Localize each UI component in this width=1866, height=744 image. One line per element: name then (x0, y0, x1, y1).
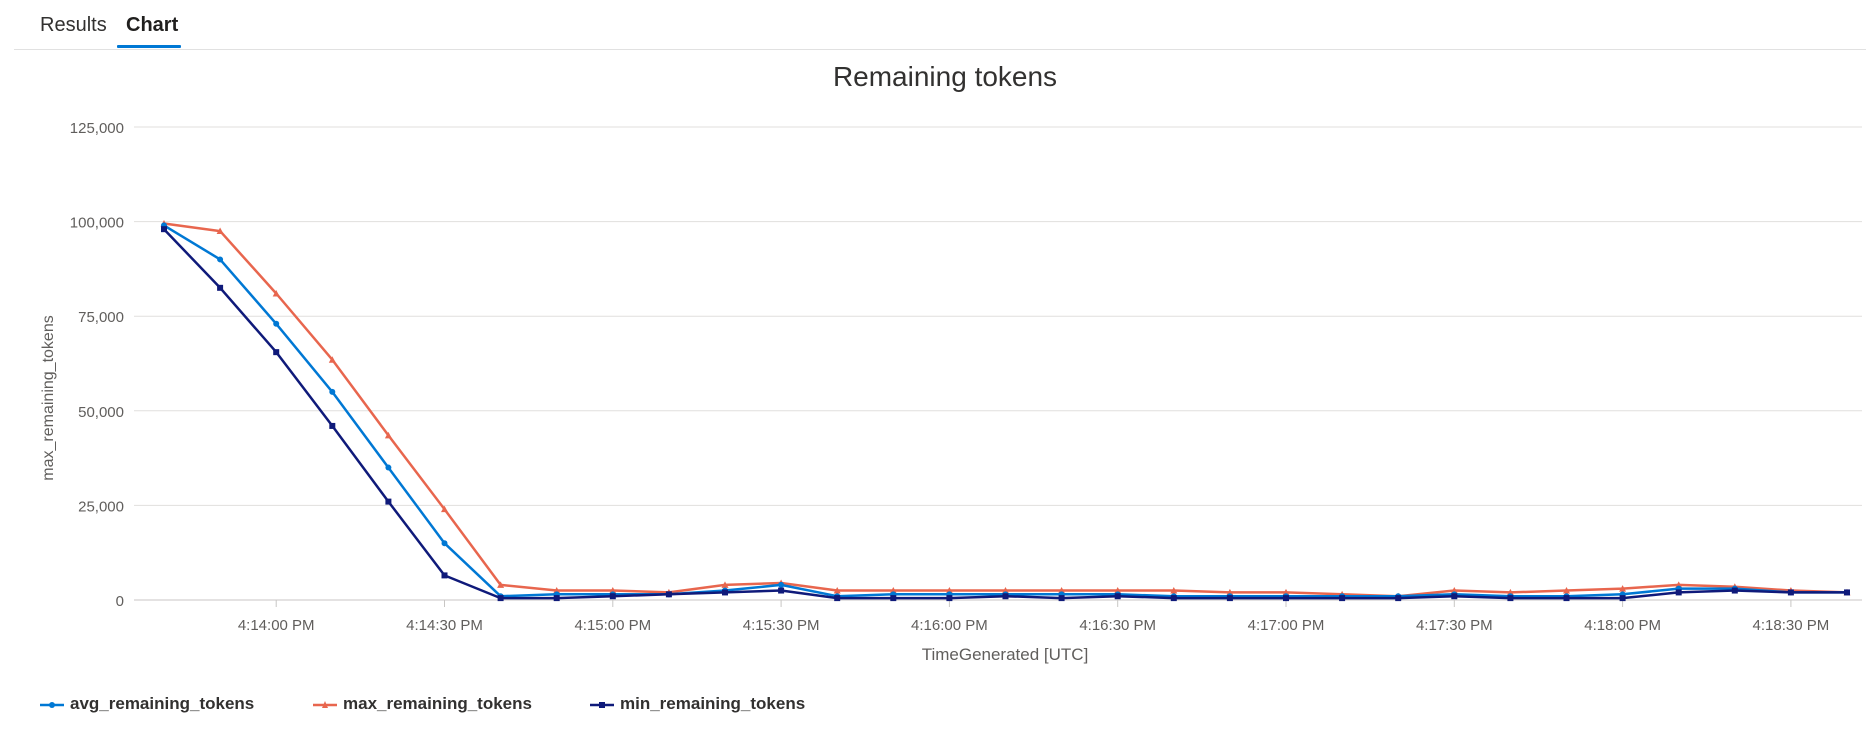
data-point[interactable] (1451, 593, 1458, 600)
grid-lines (134, 126, 1862, 601)
data-point[interactable] (384, 431, 392, 439)
data-point[interactable] (1731, 587, 1738, 594)
legend-label-min: min_remaining_tokens (620, 694, 806, 713)
data-point[interactable] (385, 464, 392, 471)
data-point[interactable] (1058, 595, 1065, 602)
chart-title: Remaining tokens (833, 61, 1057, 92)
data-point[interactable] (778, 581, 785, 588)
data-point[interactable] (1114, 593, 1121, 600)
data-point[interactable] (328, 356, 336, 363)
data-point[interactable] (217, 256, 224, 263)
y-axis-label: max_remaining_tokens (40, 315, 57, 480)
y-tick-label: 25,000 (78, 498, 124, 515)
data-point[interactable] (217, 284, 224, 291)
data-point[interactable] (1226, 595, 1233, 602)
data-point[interactable] (722, 589, 728, 596)
x-axis-label: TimeGenerated [UTC] (922, 645, 1089, 664)
y-tick-label: 0 (116, 593, 124, 610)
x-tick-label: 4:15:00 PM (574, 617, 651, 634)
data-point[interactable] (834, 595, 841, 602)
tab-results[interactable]: Results (40, 14, 107, 36)
x-tick-label: 4:15:30 PM (743, 617, 820, 634)
series-group (160, 219, 1851, 602)
data-point[interactable] (441, 505, 448, 513)
data-point[interactable] (890, 595, 897, 602)
legend-item-avg[interactable]: avg_remaining_tokens (40, 694, 254, 714)
data-point[interactable] (273, 349, 280, 356)
y-tick-label: 50,000 (78, 404, 124, 421)
x-tick-label: 4:18:30 PM (1753, 617, 1830, 634)
tab-chart[interactable]: Chart (126, 14, 179, 36)
data-point[interactable] (1844, 589, 1850, 596)
data-point[interactable] (161, 226, 167, 233)
data-point[interactable] (778, 587, 785, 594)
data-point[interactable] (1283, 595, 1289, 602)
data-point[interactable] (665, 591, 672, 598)
data-point[interactable] (553, 595, 560, 602)
data-point[interactable] (833, 587, 841, 594)
legend-label-max: max_remaining_tokens (343, 694, 532, 713)
legend-line-icon (313, 700, 337, 708)
data-point[interactable] (1563, 595, 1570, 602)
x-axis: 4:14:00 PM 4:14:30 PM 4:15:00 PM 4:15:30 PM… (238, 600, 1829, 634)
data-point[interactable] (1619, 585, 1627, 592)
data-point[interactable] (1339, 595, 1346, 602)
data-point[interactable] (721, 581, 729, 588)
data-point[interactable] (329, 422, 336, 429)
data-point[interactable] (609, 593, 616, 600)
tab-bar: Results Chart (14, 0, 1866, 50)
data-point[interactable] (1170, 587, 1178, 594)
data-point[interactable] (216, 227, 224, 235)
x-tick-label: 4:17:00 PM (1248, 617, 1325, 634)
legend-item-min[interactable]: min_remaining_tokens (590, 694, 805, 714)
series-max_remaining_tokens (160, 219, 1851, 600)
legend-line-icon (40, 701, 64, 708)
x-tick-label: 4:17:30 PM (1416, 617, 1493, 634)
data-point[interactable] (1395, 595, 1402, 602)
series-min_remaining_tokens (161, 226, 1850, 602)
legend-line-icon (590, 701, 614, 708)
legend-item-max[interactable]: max_remaining_tokens (313, 694, 532, 714)
data-point[interactable] (1563, 587, 1570, 594)
data-point[interactable] (385, 498, 392, 505)
data-point[interactable] (1507, 595, 1514, 602)
data-point[interactable] (1675, 589, 1682, 596)
data-point[interactable] (1787, 589, 1794, 596)
data-point[interactable] (441, 572, 448, 579)
data-point[interactable] (1619, 595, 1626, 602)
x-tick-label: 4:14:00 PM (238, 617, 315, 634)
active-tab-indicator (117, 45, 181, 48)
y-tick-label: 125,000 (70, 120, 124, 137)
data-point[interactable] (1170, 595, 1177, 602)
data-point[interactable] (273, 320, 280, 327)
y-axis: 0 25,000 50,000 75,000 100,000 125,000 (70, 120, 124, 610)
data-point[interactable] (1002, 593, 1009, 600)
y-tick-label: 100,000 (70, 215, 124, 232)
line-chart: Remaining tokens 0 25,000 50,000 75,000 100,… (40, 61, 1862, 664)
data-point[interactable] (946, 595, 953, 602)
data-point[interactable] (441, 540, 448, 547)
series-line (163, 228, 1847, 600)
data-point[interactable] (497, 581, 505, 588)
data-point[interactable] (272, 289, 280, 297)
x-tick-label: 4:14:30 PM (406, 617, 483, 634)
x-tick-label: 4:16:00 PM (911, 617, 988, 634)
data-point[interactable] (497, 595, 504, 602)
x-tick-label: 4:18:00 PM (1584, 617, 1661, 634)
x-tick-label: 4:16:30 PM (1079, 617, 1156, 634)
y-tick-label: 75,000 (78, 309, 124, 326)
legend-label-avg: avg_remaining_tokens (70, 694, 255, 713)
data-point[interactable] (329, 388, 336, 395)
